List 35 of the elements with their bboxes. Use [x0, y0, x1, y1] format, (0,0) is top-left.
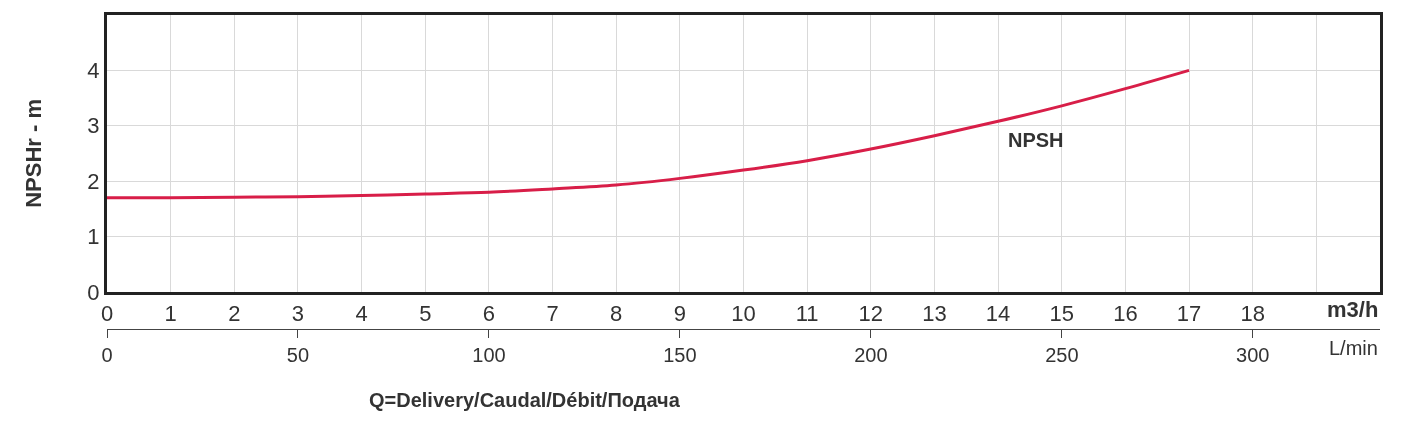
x-tick-label: 16 [1113, 301, 1138, 327]
x-tick-label: 2 [228, 301, 241, 327]
x2-tick-label: 100 [472, 344, 506, 367]
series-label: NPSH [1008, 129, 1064, 151]
x-tick-label: 12 [858, 301, 884, 327]
text: m3/h [1327, 297, 1379, 322]
y-tick-label: 2 [87, 168, 100, 194]
y-tick-label: 4 [87, 58, 100, 84]
x-tick-label: 6 [482, 301, 496, 327]
line-series [107, 68, 1191, 200]
x-tick-label: 17 [1176, 301, 1202, 327]
x2-tick-label: 200 [854, 344, 888, 367]
x-tick-label: 8 [610, 301, 623, 327]
x-tick-label: 1 [164, 301, 177, 327]
x-tick-label: 10 [731, 301, 756, 327]
x2-tick-label: 250 [1045, 344, 1079, 367]
x-tick-label: 9 [673, 301, 686, 327]
x2-tick-label: 300 [1236, 344, 1270, 367]
x2-axis-title: L/min [1329, 337, 1378, 359]
x2-tick-label: 50 [286, 344, 310, 367]
x2-tick-label: 150 [663, 344, 697, 367]
y-tick-label: 1 [87, 224, 100, 250]
x-tick-label: 18 [1240, 301, 1265, 327]
x-axis-title: Q=Delivery/Caudal/Débit/Подача [369, 389, 681, 411]
y-tick-label: 0 [87, 279, 100, 305]
x-tick-label: 13 [922, 301, 947, 327]
y-axis-title: NPSHr - m [21, 99, 47, 208]
x-tick-label: 7 [546, 301, 559, 327]
x-tick-label: 3 [291, 301, 305, 327]
x-tick-label: 4 [355, 301, 368, 327]
y-tick-label: 3 [87, 113, 100, 139]
x-tick-label: 5 [419, 301, 432, 327]
x-tick-label: 11 [795, 301, 819, 327]
x-tick-label: 15 [1049, 301, 1074, 327]
x-tick-label: 14 [985, 301, 1011, 327]
